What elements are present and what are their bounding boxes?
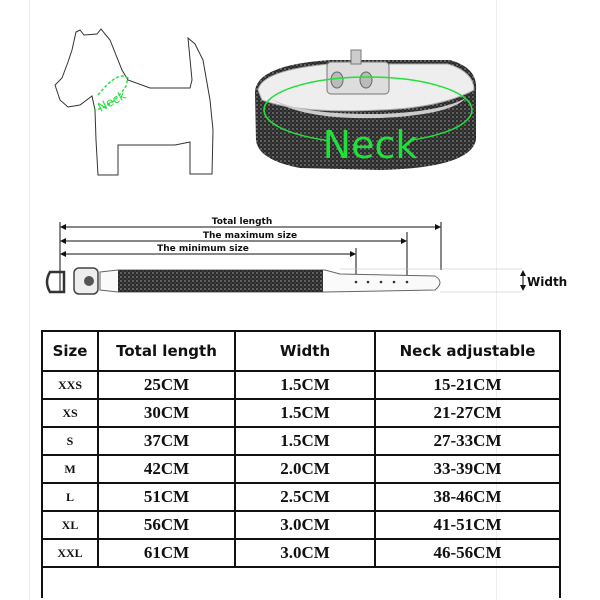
cell-size: S [41,426,99,456]
table-blank-row [41,566,561,598]
header-width: Width [234,330,376,372]
cell-width: 1.5CM [234,370,376,400]
maximum-size-label: The maximum size [203,231,297,241]
table-row: XS 30CM 1.5CM 21-27CM [41,398,561,428]
cell-width: 1.5CM [234,426,376,456]
image-frame [29,0,497,600]
cell-total-length: 25CM [97,370,236,400]
cell-neck-adjustable: 41-51CM [374,510,561,540]
width-label: Width [527,275,567,289]
collar-image: Neck [255,49,477,170]
cell-size: XXS [41,370,99,400]
table-row: XXS 25CM 1.5CM 15-21CM [41,370,561,400]
cell-size: L [41,482,99,512]
header-size: Size [41,330,99,372]
header-neck-adjustable: Neck adjustable [374,330,561,372]
minimum-size-label: The minimum size [157,244,249,254]
cell-width: 2.0CM [234,454,376,484]
total-length-label: Total length [212,217,272,227]
table-row: S 37CM 1.5CM 27-33CM [41,426,561,456]
size-chart-table: Size Total length Width Neck adjustable … [41,330,561,598]
cell-total-length: 51CM [97,482,236,512]
illustration: Neck Neck Total length The maximum size … [45,28,567,295]
cell-size: XS [41,398,99,428]
cell-width: 2.5CM [234,482,376,512]
dog-outline: Neck [54,28,214,176]
header-total-length: Total length [97,330,236,372]
cell-neck-adjustable: 15-21CM [374,370,561,400]
cell-neck-adjustable: 27-33CM [374,426,561,456]
blank-cell [41,566,561,598]
cell-width: 3.0CM [234,510,376,540]
cell-neck-adjustable: 38-46CM [374,482,561,512]
table-header-row: Size Total length Width Neck adjustable [41,330,561,372]
collar-dimension-diagram: Total length The maximum size The minimu… [45,217,567,295]
table-row: XL 56CM 3.0CM 41-51CM [41,510,561,540]
cell-total-length: 42CM [97,454,236,484]
cell-neck-adjustable: 33-39CM [374,454,561,484]
table-row: L 51CM 2.5CM 38-46CM [41,482,561,512]
cell-total-length: 37CM [97,426,236,456]
table-row: M 42CM 2.0CM 33-39CM [41,454,561,484]
cell-total-length: 56CM [97,510,236,540]
table-row: XXL 61CM 3.0CM 46-56CM [41,538,561,568]
cell-size: M [41,454,99,484]
cell-size: XXL [41,538,99,568]
cell-neck-adjustable: 46-56CM [374,538,561,568]
cell-width: 3.0CM [234,538,376,568]
collar-neck-label: Neck [323,123,418,167]
cell-total-length: 30CM [97,398,236,428]
cell-neck-adjustable: 21-27CM [374,398,561,428]
cell-size: XL [41,510,99,540]
cell-total-length: 61CM [97,538,236,568]
cell-width: 1.5CM [234,398,376,428]
